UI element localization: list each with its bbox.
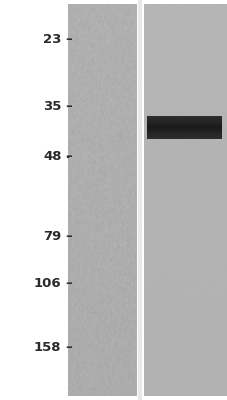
Bar: [146, 127, 221, 128]
Text: –: –: [65, 150, 72, 163]
Text: 106: 106: [34, 277, 61, 290]
Bar: [146, 129, 221, 130]
Bar: [146, 136, 221, 137]
Text: –: –: [65, 33, 72, 46]
Text: –: –: [65, 100, 72, 113]
Text: 79: 79: [43, 230, 61, 243]
Bar: [146, 134, 221, 135]
Bar: [146, 123, 221, 124]
Text: 48: 48: [43, 150, 61, 163]
Bar: [146, 131, 221, 132]
Text: –: –: [65, 230, 72, 243]
Bar: [146, 124, 221, 125]
Bar: [146, 135, 221, 136]
Text: 35: 35: [43, 100, 61, 113]
Text: –: –: [65, 277, 72, 290]
Bar: [146, 138, 221, 139]
Bar: [146, 130, 221, 131]
Bar: [146, 119, 221, 120]
Bar: [146, 118, 221, 119]
Text: 158: 158: [34, 341, 61, 354]
Bar: [146, 116, 221, 117]
Text: –: –: [65, 341, 72, 354]
Bar: [146, 137, 221, 138]
Bar: [146, 126, 221, 127]
Bar: [146, 133, 221, 134]
Bar: [146, 117, 221, 118]
Bar: [146, 125, 221, 126]
Bar: [146, 132, 221, 133]
Bar: [146, 128, 221, 129]
Bar: [146, 121, 221, 122]
Bar: [146, 120, 221, 121]
Text: 23: 23: [43, 33, 61, 46]
Bar: [146, 122, 221, 123]
